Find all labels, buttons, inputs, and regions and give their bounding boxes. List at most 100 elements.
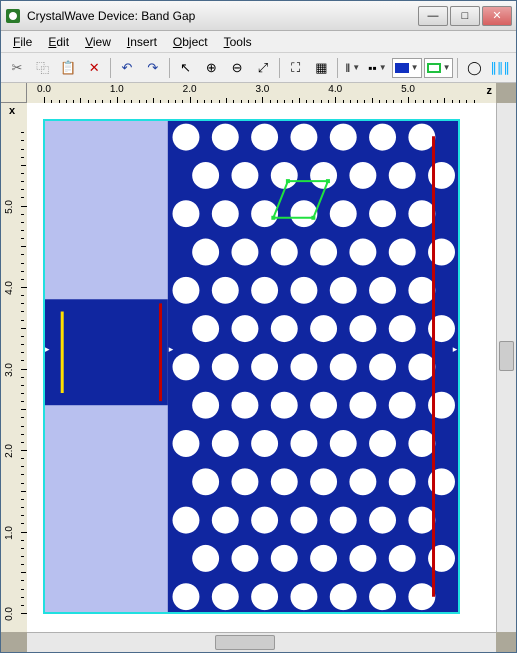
lattice-hole[interactable]: [389, 162, 416, 189]
lattice-hole[interactable]: [271, 545, 298, 572]
lattice-hole[interactable]: [349, 315, 376, 342]
menu-insert[interactable]: Insert: [121, 33, 163, 51]
lattice-hole[interactable]: [389, 392, 416, 419]
lattice-hole[interactable]: [369, 124, 396, 151]
port-marker[interactable]: ▸: [45, 344, 50, 354]
lattice-hole[interactable]: [271, 239, 298, 266]
extents-icon[interactable]: ⛶: [284, 56, 308, 80]
minimize-button[interactable]: —: [418, 6, 448, 26]
menu-file[interactable]: File: [7, 33, 38, 51]
lattice-hole[interactable]: [310, 315, 337, 342]
lattice-hole[interactable]: [251, 583, 278, 610]
lattice-hole[interactable]: [251, 430, 278, 457]
scroll-thumb-v[interactable]: [499, 341, 514, 371]
lattice-hole[interactable]: [290, 277, 317, 304]
lattice-hole[interactable]: [369, 200, 396, 227]
copy-icon[interactable]: ⿻: [31, 56, 55, 80]
lattice-hole[interactable]: [192, 545, 219, 572]
lattice-hole[interactable]: [389, 315, 416, 342]
ruler-top[interactable]: z 0.01.02.03.04.05.0: [27, 83, 496, 103]
lattice-hole[interactable]: [349, 239, 376, 266]
selection-handle[interactable]: [326, 179, 330, 183]
lattice-hole[interactable]: [192, 315, 219, 342]
lattice-hole[interactable]: [251, 124, 278, 151]
lattice-hole[interactable]: [192, 392, 219, 419]
lattice-hole[interactable]: [330, 277, 357, 304]
lattice-hole[interactable]: [330, 124, 357, 151]
lattice-hole[interactable]: [369, 507, 396, 534]
lattice-hole[interactable]: [369, 353, 396, 380]
pointer-icon[interactable]: ↖: [174, 56, 198, 80]
lattice-hole[interactable]: [330, 200, 357, 227]
maximize-button[interactable]: □: [450, 6, 480, 26]
lattice-hole[interactable]: [369, 277, 396, 304]
selection-handle[interactable]: [311, 216, 315, 220]
lattice-hole[interactable]: [231, 239, 258, 266]
lattice-hole[interactable]: [389, 468, 416, 495]
lattice-hole[interactable]: [310, 239, 337, 266]
lattice-hole[interactable]: [290, 124, 317, 151]
menu-object[interactable]: Object: [167, 33, 214, 51]
lattice-hole[interactable]: [271, 162, 298, 189]
lattice-hole[interactable]: [231, 392, 258, 419]
ruler-left[interactable]: x 0.01.02.03.04.05.0: [1, 103, 27, 632]
lattice-hole[interactable]: [349, 468, 376, 495]
lattice-hole[interactable]: [349, 392, 376, 419]
lattice-hole[interactable]: [330, 430, 357, 457]
menu-view[interactable]: View: [79, 33, 117, 51]
port-marker[interactable]: ▸: [169, 344, 174, 354]
lattice-hole[interactable]: [251, 507, 278, 534]
lattice-hole[interactable]: [212, 430, 239, 457]
lattice-hole[interactable]: [408, 507, 435, 534]
redo-icon[interactable]: ↷: [141, 56, 165, 80]
grid-icon[interactable]: ▦: [310, 56, 334, 80]
cut-icon[interactable]: ✂: [5, 56, 29, 80]
handles-dropdown[interactable]: ▪▪▼: [365, 58, 389, 78]
lattice-hole[interactable]: [271, 468, 298, 495]
ellipse-icon[interactable]: ◯: [462, 56, 486, 80]
canvas-viewport[interactable]: ▸▸▸: [27, 103, 496, 632]
undo-icon[interactable]: ↶: [115, 56, 139, 80]
lattice-hole[interactable]: [173, 124, 200, 151]
lattice-hole[interactable]: [173, 277, 200, 304]
lattice-hole[interactable]: [251, 277, 278, 304]
lattice-hole[interactable]: [173, 430, 200, 457]
lattice-hole[interactable]: [369, 430, 396, 457]
lattice-hole[interactable]: [271, 392, 298, 419]
lattice-hole[interactable]: [212, 200, 239, 227]
lattice-hole[interactable]: [212, 507, 239, 534]
columns-icon[interactable]: ∥∥∥: [488, 56, 512, 80]
titlebar[interactable]: CrystalWave Device: Band Gap — □ ✕: [1, 1, 516, 31]
outline-color-dropdown[interactable]: ▼: [424, 58, 454, 78]
lattice-hole[interactable]: [310, 468, 337, 495]
lattice-hole[interactable]: [349, 162, 376, 189]
lattice-hole[interactable]: [330, 507, 357, 534]
lattice-hole[interactable]: [173, 583, 200, 610]
lattice-hole[interactable]: [408, 583, 435, 610]
lattice-hole[interactable]: [231, 545, 258, 572]
lattice-hole[interactable]: [290, 353, 317, 380]
lattice-hole[interactable]: [251, 353, 278, 380]
lattice-hole[interactable]: [290, 583, 317, 610]
zoom-in-icon[interactable]: ⊕: [199, 56, 223, 80]
lattice-hole[interactable]: [389, 545, 416, 572]
scroll-thumb-h[interactable]: [215, 635, 275, 650]
lattice-hole[interactable]: [212, 353, 239, 380]
zoom-out-icon[interactable]: ⊖: [225, 56, 249, 80]
paste-icon[interactable]: 📋: [57, 56, 81, 80]
selection-handle[interactable]: [271, 216, 275, 220]
lattice-hole[interactable]: [290, 200, 317, 227]
lattice-hole[interactable]: [192, 162, 219, 189]
lattice-hole[interactable]: [349, 545, 376, 572]
lattice-hole[interactable]: [173, 507, 200, 534]
menu-edit[interactable]: Edit: [42, 33, 75, 51]
lattice-hole[interactable]: [369, 583, 396, 610]
lattice-hole[interactable]: [231, 315, 258, 342]
lattice-hole[interactable]: [389, 239, 416, 266]
lattice-hole[interactable]: [212, 277, 239, 304]
lattice-hole[interactable]: [310, 162, 337, 189]
scrollbar-vertical[interactable]: [496, 103, 516, 632]
lattice-hole[interactable]: [408, 353, 435, 380]
lattice-hole[interactable]: [330, 583, 357, 610]
lattice-hole[interactable]: [290, 507, 317, 534]
